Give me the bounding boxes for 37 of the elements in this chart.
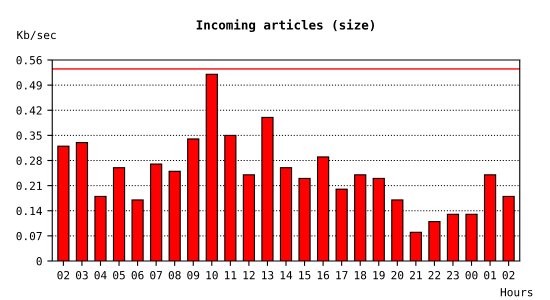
chart-title: Incoming articles (size) — [196, 19, 374, 32]
x-tick-label: 05 — [113, 270, 125, 280]
x-tick-label: 23 — [447, 270, 459, 280]
x-tick-label: 18 — [354, 270, 366, 280]
x-tick-label: 09 — [187, 270, 200, 280]
x-tick-label: 11 — [224, 271, 236, 280]
x-tick-label: 17 — [336, 271, 348, 280]
y-tick-label: 0.07 — [16, 232, 42, 240]
y-tick-label: 0 — [36, 257, 42, 266]
x-tick-label: 19 — [373, 270, 385, 280]
y-tick-label: 0.14 — [16, 206, 42, 216]
x-tick-label: 00 — [466, 270, 478, 280]
x-tick-label: 14 — [280, 271, 292, 280]
x-tick-label: 01 — [484, 270, 496, 280]
x-tick-label: 08 — [168, 270, 181, 280]
y-tick-label: 0.28 — [16, 156, 42, 165]
x-tick-label: 07 — [150, 270, 162, 280]
x-tick-label: 02 — [502, 270, 514, 280]
x-tick-label: 20 — [391, 270, 404, 280]
x-tick-label: 15 — [299, 271, 310, 280]
x-tick-label: 10 — [206, 270, 218, 280]
y-axis-title: Kb/sec — [17, 30, 56, 40]
x-axis-title: Hours — [500, 288, 532, 296]
x-tick-label: 04 — [94, 270, 107, 280]
x-tick-label: 21 — [410, 270, 422, 280]
x-tick-label: 22 — [428, 270, 440, 280]
y-tick-label: 0.21 — [16, 182, 42, 190]
x-tick-label: 03 — [76, 270, 88, 280]
x-tick-label: 06 — [132, 270, 144, 280]
y-tick-label: 0.56 — [16, 56, 42, 64]
x-tick-label: 13 — [262, 270, 274, 280]
y-tick-label: 0.35 — [16, 131, 42, 140]
x-tick-label: 16 — [318, 270, 330, 280]
x-tick-label: 02 — [57, 270, 70, 280]
y-tick-label: 0.42 — [16, 106, 42, 115]
x-tick-label: 12 — [244, 270, 255, 280]
y-tick-label: 0.49 — [16, 81, 42, 90]
